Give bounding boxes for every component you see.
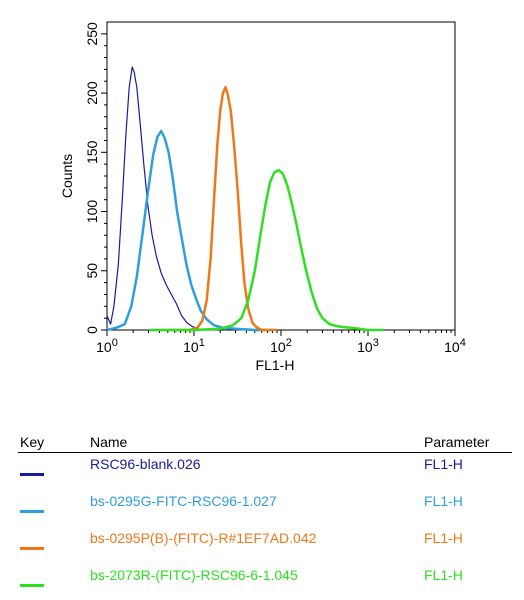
- legend-entry-name: bs-0295P(B)-(FITC)-R#1EF7AD.042: [90, 530, 317, 546]
- series-line: [106, 129, 273, 332]
- series-line: [148, 168, 384, 332]
- histogram-chart: 0 50 100 150 200 250 100 101 102 103 104 FL1-H Count…: [59, 21, 466, 373]
- legend-row: bs-2073R-(FITC)-RSC96-6-1.045 FL1-H: [0, 567, 524, 597]
- plot-frame: [106, 21, 456, 331]
- legend-entry-parameter: FL1-H: [424, 493, 463, 509]
- y-tick-label: 150: [84, 140, 100, 164]
- y-tick-label: 100: [84, 200, 100, 224]
- legend-table: Key Name Parameter RSC96-blank.026 FL1-H…: [0, 430, 524, 600]
- legend-header-parameter: Parameter: [424, 434, 490, 450]
- x-tick-label: 103: [357, 337, 379, 355]
- x-tick-label: 101: [183, 337, 205, 355]
- y-axis-title: Counts: [59, 154, 75, 198]
- series-line: [106, 66, 212, 331]
- legend-entry-parameter: FL1-H: [424, 456, 463, 472]
- y-tick-label: 250: [84, 22, 100, 46]
- legend-entry-name: bs-0295G-FITC-RSC96-1.027: [90, 493, 277, 509]
- y-tick-label: 0: [84, 326, 100, 334]
- legend-entry-name: bs-2073R-(FITC)-RSC96-6-1.045: [90, 567, 298, 583]
- legend-header-divider: [18, 452, 512, 453]
- series-line: [167, 85, 277, 332]
- legend-swatch: [20, 584, 44, 587]
- legend-entry-parameter: FL1-H: [424, 530, 463, 546]
- legend-header-name: Name: [90, 434, 128, 450]
- legend-header-key: Key: [20, 434, 45, 450]
- legend-row: bs-0295P(B)-(FITC)-R#1EF7AD.042 FL1-H: [0, 530, 524, 560]
- legend-swatch: [20, 473, 44, 476]
- x-axis-title: FL1-H: [256, 357, 295, 373]
- y-tick-label: 50: [84, 263, 100, 279]
- legend-swatch: [20, 510, 44, 513]
- legend-entry-parameter: FL1-H: [424, 567, 463, 583]
- legend-entry-name: RSC96-blank.026: [90, 456, 201, 472]
- x-tick-label: 104: [444, 337, 466, 355]
- x-tick-label: 102: [270, 337, 292, 355]
- legend-row: bs-0295G-FITC-RSC96-1.027 FL1-H: [0, 493, 524, 523]
- x-tick-label: 100: [96, 337, 118, 355]
- y-tick-label: 200: [84, 81, 100, 105]
- legend-row: RSC96-blank.026 FL1-H: [0, 456, 524, 486]
- legend-swatch: [20, 547, 44, 550]
